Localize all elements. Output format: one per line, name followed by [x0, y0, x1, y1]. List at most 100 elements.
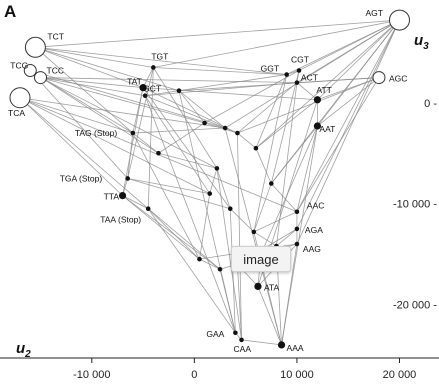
x-axis-subscript: 2 — [25, 349, 31, 360]
edge-TCT-TAG — [35, 47, 134, 134]
edge-AGT-AGA — [296, 19, 400, 230]
node-GCT — [142, 93, 148, 99]
edge-m15-m4 — [158, 152, 218, 169]
y-axis-subscript: 3 — [423, 41, 429, 52]
node-label-AAC: AAC — [307, 201, 324, 211]
node-m9 — [251, 229, 257, 235]
node-ATT — [313, 96, 322, 104]
node-m15 — [156, 150, 161, 156]
edge-TCC-ACT — [40, 77, 297, 84]
edge-TAG-m11 — [132, 132, 200, 260]
edge-TAT-ATT — [143, 87, 318, 101]
node-TGA — [125, 176, 130, 181]
edge-AAT-AAA — [281, 125, 318, 345]
node-m7 — [227, 206, 233, 212]
node-label-TGA: TGA (Stop) — [60, 173, 103, 183]
node-m16 — [202, 120, 207, 126]
edge-TCG-TGA — [29, 70, 128, 179]
image-overlay-button[interactable]: image — [231, 246, 291, 272]
node-TCG — [23, 64, 37, 78]
edge-TCA-m2 — [19, 97, 226, 129]
node-label-ATA: ATA — [264, 282, 280, 292]
edge-TCC-TAT — [40, 77, 144, 89]
node-TCC — [34, 71, 48, 85]
node-m5 — [253, 145, 259, 151]
edge-TCC-GCT — [40, 77, 146, 97]
node-m12 — [217, 266, 223, 272]
edge-AAG-AAA — [281, 243, 298, 345]
node-m3 — [235, 130, 240, 136]
x-tick-label: 0 — [191, 369, 197, 381]
node-AAA — [277, 341, 286, 349]
node-label-TTA: TTA — [104, 192, 120, 202]
panel-letter: A — [4, 2, 17, 21]
node-label-AAA: AAA — [287, 343, 304, 353]
edge-AAC-m9 — [253, 211, 298, 233]
edge-ATA-AAA — [257, 286, 282, 346]
edge-TTA-m12 — [122, 195, 221, 270]
x-tick-label: 10 000 — [280, 369, 314, 381]
edge-AGC-AAT — [317, 77, 380, 127]
node-TCT — [24, 36, 46, 58]
edge-CAA-m3 — [237, 133, 242, 340]
edge-m3-m5 — [237, 132, 257, 149]
y-tick-label: -20 000 - — [393, 300, 437, 312]
edge-m1-m2 — [178, 90, 226, 129]
edge-GCT-ACT — [145, 82, 297, 97]
node-AGC — [372, 71, 386, 85]
node-TGT — [151, 65, 156, 70]
y-tick-label: -10 000 - — [393, 199, 437, 211]
edge-AGC-m3 — [237, 77, 380, 134]
edge-m1-m16 — [178, 90, 205, 124]
node-GAA — [233, 330, 238, 336]
node-GGT — [284, 72, 289, 77]
edge-TTA-TAA — [122, 195, 149, 210]
edge-CAA-AAA — [241, 339, 282, 346]
node-m6 — [268, 181, 274, 186]
edge-TAA-m11 — [147, 208, 200, 260]
edge-TCA-TTA — [19, 97, 123, 196]
node-ACT — [294, 80, 300, 85]
y-axis-symbol: u — [414, 32, 424, 49]
edge-GCT-GAA — [144, 95, 236, 333]
edge-AGA-m10 — [276, 228, 298, 247]
edge-m15-m16 — [158, 122, 205, 154]
nodes-layer — [9, 9, 410, 349]
edge-m7-m9 — [229, 208, 255, 233]
edge-TGT-TGA — [127, 67, 154, 179]
node-m8 — [207, 191, 213, 196]
edge-TAT-m7 — [142, 87, 231, 209]
edge-TGA-m7 — [127, 178, 231, 210]
node-label-AGA: AGA — [305, 225, 323, 235]
edge-m4-m8 — [209, 168, 218, 194]
node-AAG — [294, 241, 300, 247]
x-axis-symbol: u — [16, 340, 26, 357]
node-ATA — [254, 282, 262, 290]
node-TAT — [139, 84, 147, 92]
edge-TAG-m15 — [132, 132, 159, 154]
edge-TGT-TAT — [142, 67, 154, 88]
edge-TGT-TAA — [147, 67, 154, 209]
edge-TCT-TGT — [35, 46, 154, 68]
edge-ATT-m5 — [255, 99, 318, 149]
node-label-TAA: TAA (Stop) — [100, 215, 141, 225]
node-AAT — [313, 122, 322, 130]
edge-ACT-ATT — [296, 82, 318, 101]
node-label-AAT: AAT — [319, 124, 335, 134]
edge-GGT-m9 — [253, 74, 288, 233]
edge-GCT-GGT — [145, 74, 287, 97]
x-tick-label: 20 000 — [383, 369, 417, 381]
node-label-TAT: TAT — [127, 77, 142, 87]
edge-AGT-AAG — [296, 19, 400, 245]
node-TAA — [145, 206, 151, 212]
edge-CGT-m16 — [204, 70, 300, 124]
edge-m11-m12 — [199, 258, 221, 270]
edge-m9-m10 — [253, 231, 277, 247]
edge-AGT-m2 — [224, 19, 400, 129]
edge-TAG-TGA — [127, 133, 134, 179]
edge-TCA-TAA — [19, 97, 149, 210]
edge-TAA-m12 — [147, 208, 221, 270]
edge-AGT-AAC — [296, 19, 400, 212]
y-tick-label: 0 - — [424, 98, 437, 110]
